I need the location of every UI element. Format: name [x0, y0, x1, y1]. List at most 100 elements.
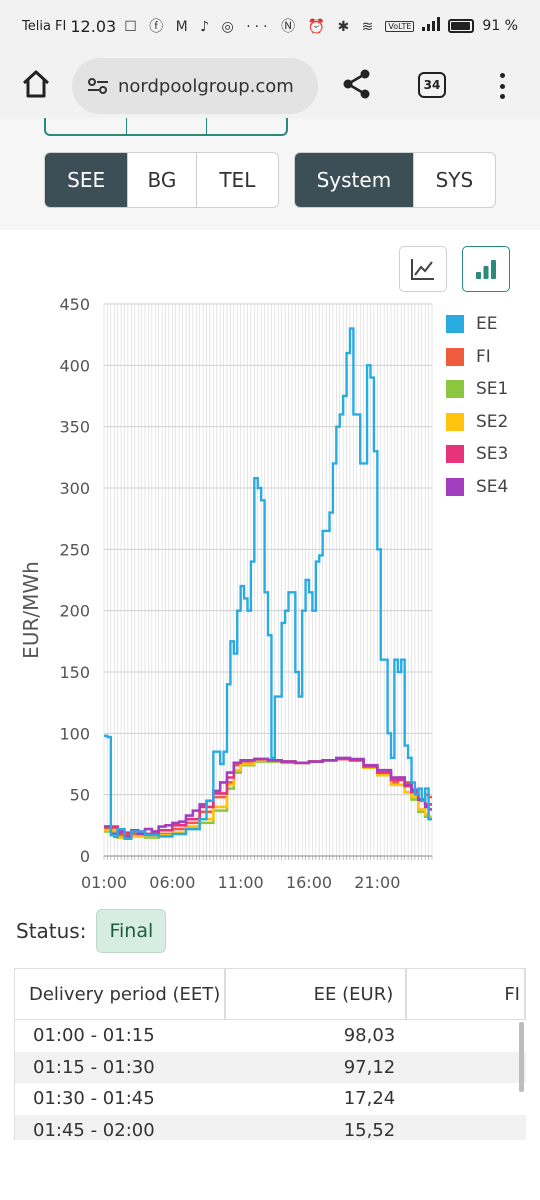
x-tick-label: 16:00 [286, 873, 332, 892]
y-tick-label: 200 [59, 602, 90, 621]
site-settings-icon[interactable] [86, 76, 112, 96]
address-bar[interactable]: nordpoolgroup.com [72, 58, 318, 114]
series-line-se4[interactable] [104, 756, 432, 838]
area-selector: SEE BG TEL [44, 152, 279, 208]
area-option-tel[interactable]: TEL [219, 168, 256, 192]
legend-item-se1[interactable]: SE1 [446, 373, 508, 406]
tab-switcher-button[interactable]: 34 [418, 72, 446, 98]
price-chart: 0 50 100 150 200 250 300 350 400 450 01:00 06:00 11:… [19, 295, 433, 892]
y-tick-label: 350 [59, 418, 90, 437]
chart-legend: EE FI SE1 SE2 SE3 SE4 [446, 308, 508, 503]
line-chart-icon [411, 259, 434, 280]
legend-label: SE2 [476, 411, 509, 432]
price-chart-panel: 0 50 100 150 200 250 300 350 400 450 01:00 06:00 11:… [0, 230, 540, 900]
legend-swatch [446, 315, 464, 334]
x-tick-label: 21:00 [354, 873, 400, 892]
share-button[interactable] [340, 67, 374, 101]
x-tick-label: 06:00 [149, 873, 195, 892]
y-tick-label: 100 [59, 724, 90, 743]
y-tick-label: 50 [70, 786, 90, 805]
delivery-period-cell: 01:30 - 01:45 [33, 1088, 155, 1110]
volte-icon: VoLTE [385, 20, 415, 32]
table-scrollbar[interactable] [519, 1022, 524, 1092]
menu-dot-icon [499, 73, 505, 78]
legend-item-se4[interactable]: SE4 [446, 471, 508, 504]
column-header-fi[interactable]: FI [407, 969, 526, 1019]
column-header-ee[interactable]: EE (EUR) [226, 969, 408, 1019]
price-selector: System SYS [294, 152, 496, 208]
home-icon [22, 70, 50, 98]
table-row: 01:15 - 01:30 97,12 [15, 1051, 526, 1084]
share-icon [343, 69, 370, 99]
legend-label: SE4 [476, 476, 509, 497]
menu-dot-icon [499, 94, 505, 99]
ee-price-cell: 98,03 [343, 1025, 396, 1047]
home-button[interactable] [18, 66, 54, 102]
delivery-period-cell: 01:45 - 02:00 [33, 1119, 155, 1140]
legend-swatch [446, 347, 464, 366]
line-chart-button[interactable] [399, 246, 447, 292]
notification-icons: ☐ ⓕ M ♪ ◎ ··· [124, 19, 272, 35]
series-line-ee[interactable] [104, 327, 432, 841]
table-header: Delivery period (EET) EE (EUR) FI [15, 968, 526, 1020]
y-tick-label: 150 [59, 663, 90, 682]
y-tick-label: 250 [59, 540, 90, 559]
selector-area: SEE BG TEL System SYS [0, 118, 540, 230]
legend-swatch [446, 380, 464, 399]
ee-price-cell: 97,12 [343, 1056, 396, 1078]
battery-icon [448, 19, 475, 33]
previous-selector-row [44, 118, 288, 136]
battery-percent: 91 % [482, 18, 518, 34]
price-option-system[interactable]: System [295, 153, 414, 207]
browser-toolbar: nordpoolgroup.com 34 [0, 52, 540, 118]
y-tick-label: 400 [59, 356, 90, 375]
price-table[interactable]: Delivery period (EET) EE (EUR) FI 01:00 … [14, 968, 526, 1140]
clock: 12.03 [70, 16, 117, 36]
legend-swatch [446, 412, 464, 431]
ee-price-cell: 15,52 [343, 1119, 396, 1140]
fi-price-cell [407, 1115, 526, 1141]
status-label: Status: [16, 919, 87, 943]
legend-label: FI [476, 346, 491, 367]
carrier-name: Telia FI [22, 18, 67, 34]
x-tick-label: 01:00 [81, 873, 127, 892]
legend-label: EE [476, 314, 498, 335]
fi-price-cell [407, 1083, 526, 1115]
x-tick-label: 11:00 [218, 873, 264, 892]
legend-item-ee[interactable]: EE [446, 308, 508, 341]
delivery-period-cell: 01:15 - 01:30 [33, 1056, 155, 1078]
area-option-bg[interactable]: BG [128, 153, 197, 207]
price-option-sys[interactable]: SYS [435, 168, 474, 192]
fi-price-cell [407, 1020, 526, 1052]
legend-swatch [446, 477, 464, 496]
status-row: Status: Final [16, 908, 167, 954]
system-icons: Ⓝ ⏰ ✱ ≋ [281, 19, 378, 35]
legend-swatch [446, 445, 464, 464]
bar-chart-icon [476, 260, 496, 279]
tab-count: 34 [423, 78, 441, 92]
signal-icon [422, 17, 441, 35]
y-tick-label: 450 [59, 295, 90, 314]
browser-menu-button[interactable] [492, 70, 512, 102]
delivery-period-cell: 01:00 - 01:15 [33, 1025, 155, 1047]
area-option-see[interactable]: SEE [45, 153, 129, 207]
table-row: 01:30 - 01:45 17,24 [15, 1083, 526, 1115]
system-status-bar: Telia FI 12.03 ☐ ⓕ M ♪ ◎ ··· Ⓝ ⏰ ✱ ≋ VoL… [0, 0, 540, 52]
legend-label: SE3 [476, 444, 509, 465]
legend-item-fi[interactable]: FI [446, 341, 508, 374]
table-row: 01:00 - 01:15 98,03 [15, 1020, 526, 1052]
url-text: nordpoolgroup.com [118, 75, 294, 97]
column-header-delivery-period[interactable]: Delivery period (EET) [15, 969, 226, 1019]
y-tick-label: 300 [59, 479, 90, 498]
legend-item-se2[interactable]: SE2 [446, 406, 508, 439]
status-badge: Final [96, 909, 167, 953]
y-tick-label: 0 [80, 847, 90, 866]
legend-item-se3[interactable]: SE3 [446, 438, 508, 471]
bar-chart-button[interactable] [462, 246, 510, 292]
table-row: 01:45 - 02:00 15,52 [15, 1114, 526, 1141]
y-axis-label: EUR/MWh [19, 561, 43, 659]
ee-price-cell: 17,24 [343, 1088, 396, 1110]
fi-price-cell [407, 1052, 526, 1084]
menu-dot-icon [499, 83, 505, 89]
legend-label: SE1 [476, 379, 509, 400]
